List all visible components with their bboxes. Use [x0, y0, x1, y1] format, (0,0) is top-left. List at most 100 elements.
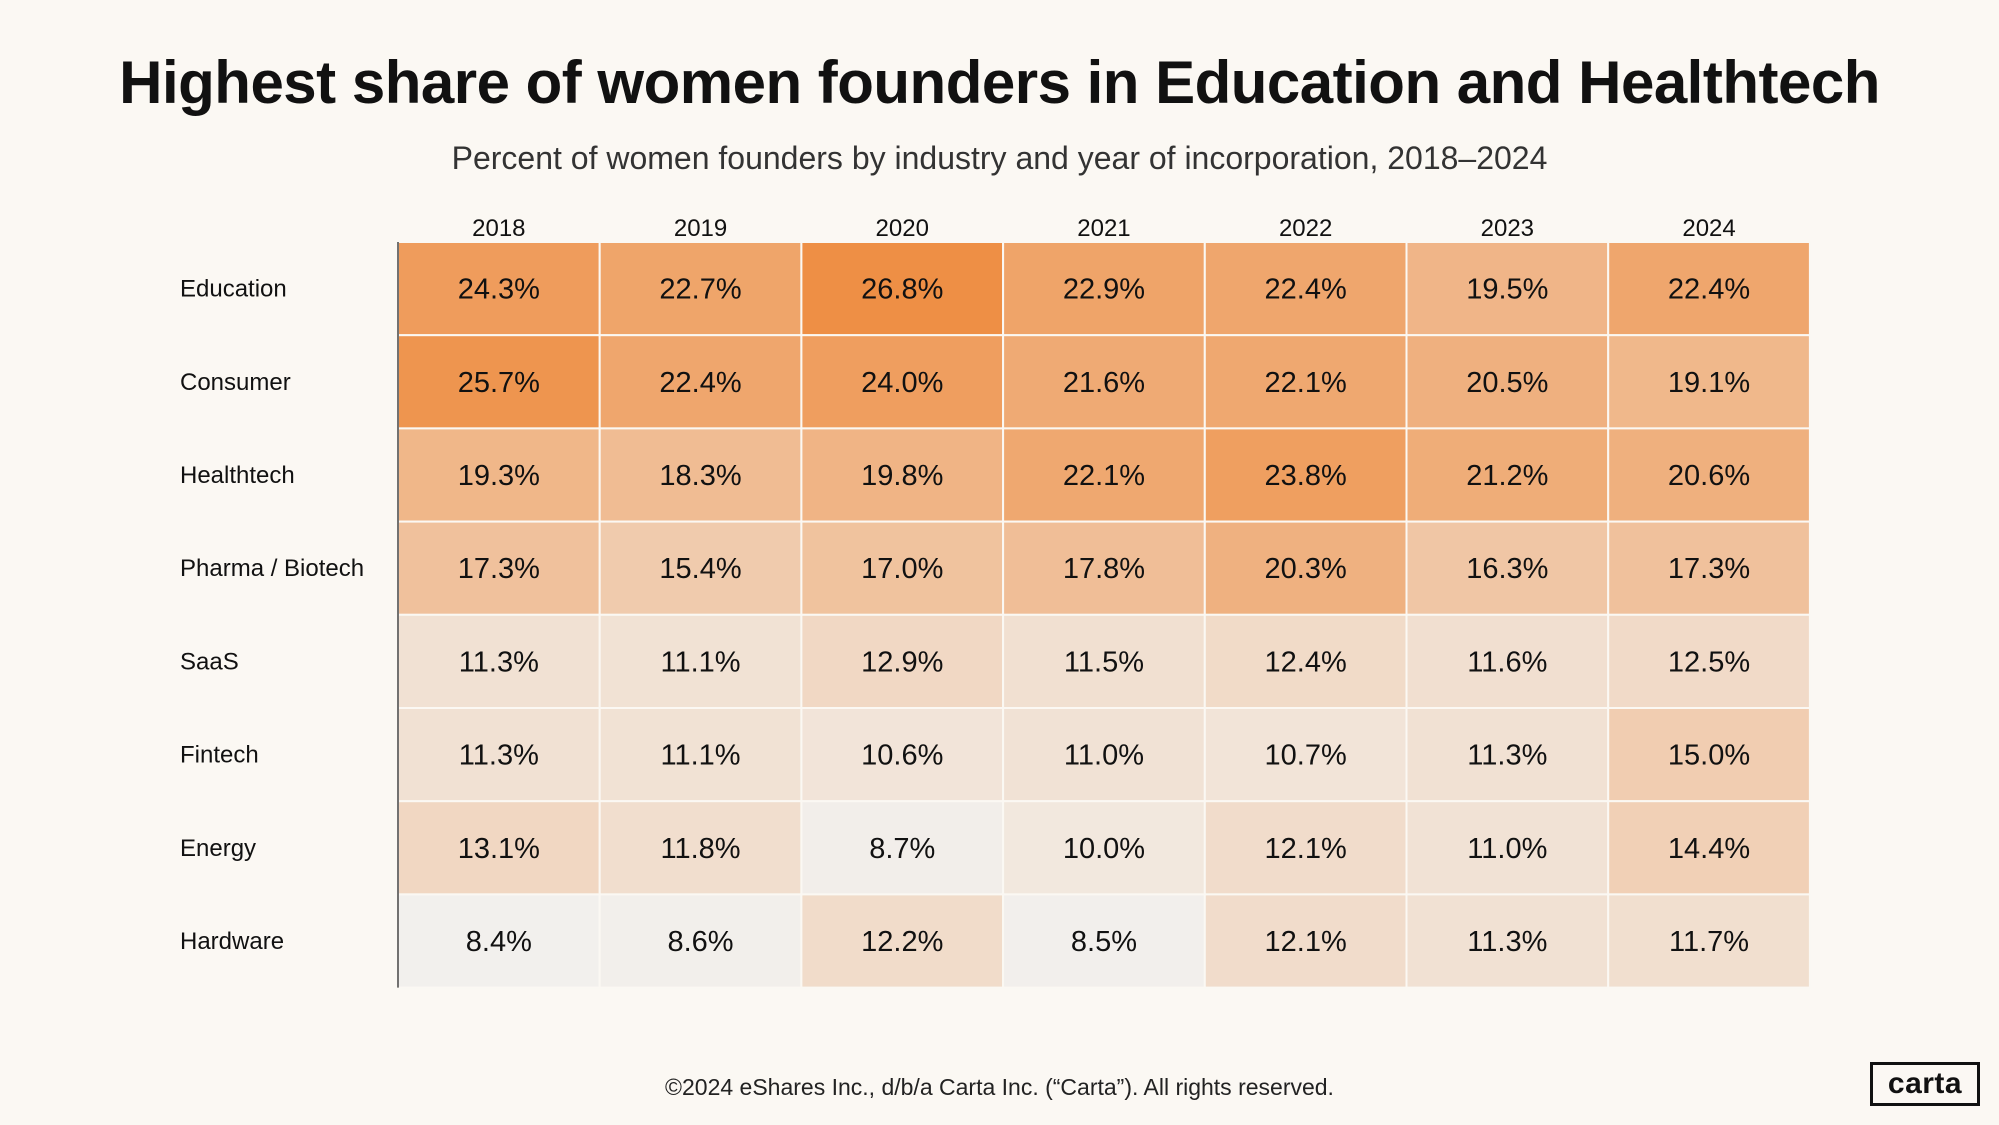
- heatmap-cell: [800, 800, 1005, 896]
- heatmap-cell: [1203, 893, 1408, 989]
- heatmap-cell: [1203, 800, 1408, 896]
- heatmap-cell: [800, 334, 1005, 430]
- column-header: 2022: [1279, 215, 1332, 242]
- cell-value-label: 11.1%: [661, 740, 741, 772]
- heatmap-chart: 2018 2019 2020 2021 2022 2023 2024 Education 24.…: [180, 215, 1811, 989]
- row-label: Energy: [180, 835, 256, 862]
- cell-value-label: 26.8%: [861, 274, 943, 306]
- column-header: 2024: [1682, 215, 1735, 242]
- cell-value-label: 15.4%: [659, 553, 741, 585]
- cell-value-label: 10.0%: [1063, 833, 1145, 865]
- cell-value-label: 8.4%: [466, 926, 532, 958]
- heatmap-cell: [1405, 241, 1610, 337]
- cell-value-label: 22.7%: [659, 274, 741, 306]
- heatmap-cell: [1607, 427, 1811, 523]
- cell-value-label: 20.5%: [1466, 367, 1548, 399]
- cell-value-label: 11.3%: [459, 740, 539, 772]
- row-label: Hardware: [180, 928, 284, 955]
- cell-value-label: 14.4%: [1668, 833, 1750, 865]
- cell-value-label: 8.5%: [1071, 926, 1137, 958]
- cell-value-label: 15.0%: [1668, 740, 1750, 772]
- cell-value-label: 16.3%: [1466, 553, 1548, 585]
- cell-value-label: 22.4%: [659, 367, 741, 399]
- heatmap-cell: [1203, 241, 1408, 337]
- cell-value-label: 11.3%: [1467, 740, 1547, 772]
- row-label: SaaS: [180, 648, 239, 675]
- heatmap-cell: [1203, 520, 1408, 616]
- cell-value-label: 25.7%: [458, 367, 540, 399]
- cell-value-label: 8.6%: [667, 926, 733, 958]
- heatmap-cell: [397, 800, 601, 896]
- cell-value-label: 22.4%: [1668, 274, 1750, 306]
- cell-value-label: 11.1%: [661, 646, 741, 678]
- cell-value-label: 19.3%: [458, 460, 540, 492]
- cell-value-label: 20.6%: [1668, 460, 1750, 492]
- heatmap-cell: [1203, 707, 1408, 803]
- heatmap-cell: [598, 613, 803, 709]
- cell-value-label: 12.5%: [1668, 646, 1750, 678]
- heatmap-cell: [1002, 427, 1206, 523]
- row-label: Education: [180, 276, 287, 303]
- row-label: Consumer: [180, 369, 291, 396]
- cell-value-label: 11.3%: [1467, 926, 1547, 958]
- heatmap-cell: [1607, 241, 1811, 337]
- cell-value-label: 18.3%: [659, 460, 741, 492]
- cell-value-label: 17.3%: [458, 553, 540, 585]
- heatmap-cell: [800, 893, 1005, 989]
- heatmap-cell: [1405, 520, 1610, 616]
- cell-value-label: 22.9%: [1063, 274, 1145, 306]
- cell-value-label: 19.1%: [1668, 367, 1750, 399]
- cell-value-label: 12.2%: [861, 926, 943, 958]
- heatmap-cell: [800, 707, 1005, 803]
- cell-value-label: 11.6%: [1467, 646, 1547, 678]
- heatmap-cell: [1607, 613, 1811, 709]
- cell-value-label: 11.0%: [1064, 740, 1144, 772]
- cell-value-label: 11.8%: [661, 833, 741, 865]
- cell-value-label: 22.1%: [1265, 367, 1347, 399]
- chart-subtitle: Percent of women founders by industry an…: [451, 140, 1548, 176]
- cell-value-label: 12.4%: [1265, 646, 1347, 678]
- heatmap-cell: [800, 427, 1005, 523]
- carta-logo: carta: [1870, 1062, 1980, 1106]
- cell-value-label: 10.6%: [861, 740, 943, 772]
- heatmap-cell: [1405, 613, 1610, 709]
- heatmap-cell: [598, 707, 803, 803]
- cell-value-label: 20.3%: [1265, 553, 1347, 585]
- heatmap-cell: [397, 893, 601, 989]
- heatmap-cell: [397, 334, 601, 430]
- heatmap-cell: [1607, 334, 1811, 430]
- cell-value-label: 12.9%: [861, 646, 943, 678]
- heatmap-cell: [1203, 613, 1408, 709]
- row-label: Pharma / Biotech: [180, 555, 364, 582]
- cell-value-label: 12.1%: [1265, 926, 1347, 958]
- cell-value-label: 24.0%: [861, 367, 943, 399]
- cell-value-label: 12.1%: [1265, 833, 1347, 865]
- cell-value-label: 17.0%: [861, 553, 943, 585]
- cell-value-label: 17.3%: [1668, 553, 1750, 585]
- cell-value-label: 21.6%: [1063, 367, 1145, 399]
- cell-value-label: 21.2%: [1466, 460, 1548, 492]
- cell-value-label: 13.1%: [458, 833, 540, 865]
- heatmap-cell: [1002, 334, 1206, 430]
- column-header: 2019: [674, 215, 727, 242]
- heatmap-cell: [1405, 893, 1610, 989]
- heatmap-cell: [598, 893, 803, 989]
- heatmap-cell: [1607, 520, 1811, 616]
- heatmap-cell: [1607, 707, 1811, 803]
- cell-value-label: 19.5%: [1466, 274, 1548, 306]
- chart-title: Highest share of women founders in Educa…: [119, 49, 1880, 116]
- heatmap-cell: [800, 613, 1005, 709]
- cell-value-label: 8.7%: [869, 833, 935, 865]
- heatmap-cell: [1607, 893, 1811, 989]
- heatmap-cell: [598, 520, 803, 616]
- cell-value-label: 10.7%: [1265, 740, 1347, 772]
- heatmap-cell: [1607, 800, 1811, 896]
- cell-value-label: 24.3%: [458, 274, 540, 306]
- cell-value-label: 23.8%: [1265, 460, 1347, 492]
- heatmap-cell: [1203, 334, 1408, 430]
- column-header: 2023: [1481, 215, 1534, 242]
- cell-value-label: 11.3%: [459, 646, 539, 678]
- row-label: Fintech: [180, 742, 259, 769]
- column-header: 2020: [876, 215, 929, 242]
- copyright-footer: ©2024 eShares Inc., d/b/a Carta Inc. (“C…: [665, 1074, 1334, 1100]
